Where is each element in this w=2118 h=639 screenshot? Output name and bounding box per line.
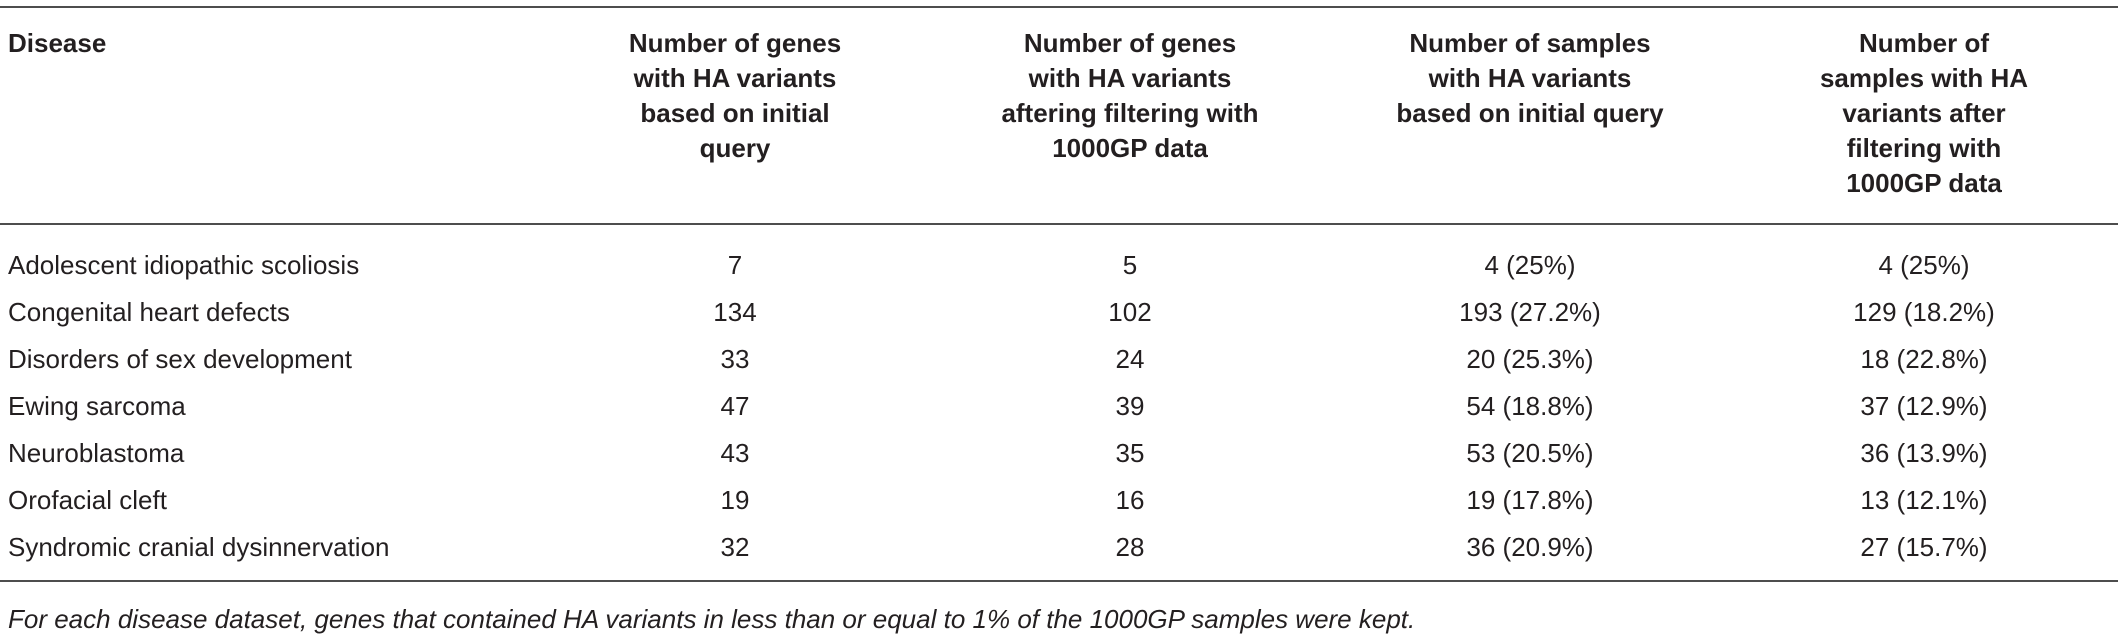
table-row: Adolescent idiopathic scoliosis 7 5 4 (2… — [0, 224, 2118, 288]
cell-samples-filtered: 36 (13.9%) — [1860, 437, 1988, 468]
cell-genes-initial: 7 — [727, 249, 743, 280]
cell-samples-filtered: 18 (22.8%) — [1860, 343, 1988, 374]
table-row: Neuroblastoma 43 35 53 (20.5%) 36 (13.9%… — [0, 429, 2118, 476]
header-genes-filtered-text: Number of genes with HA variants afterin… — [1001, 28, 1259, 163]
cell-genes-initial: 134 — [713, 296, 757, 327]
table-body: Adolescent idiopathic scoliosis 7 5 4 (2… — [0, 224, 2118, 581]
cell-genes-filtered: 5 — [1122, 249, 1138, 280]
cell-genes-initial: 32 — [720, 531, 750, 562]
cell-samples-filtered: 13 (12.1%) — [1860, 484, 1988, 515]
cell-genes-initial: 19 — [720, 484, 750, 515]
cell-disease: Disorders of sex development — [8, 343, 352, 374]
cell-samples-filtered: 37 (12.9%) — [1860, 390, 1988, 421]
cell-samples-initial: 20 (25.3%) — [1466, 343, 1594, 374]
cell-genes-filtered: 16 — [1115, 484, 1145, 515]
cell-samples-initial: 193 (27.2%) — [1459, 296, 1601, 327]
cell-samples-filtered: 129 (18.2%) — [1853, 296, 1995, 327]
cell-genes-initial: 43 — [720, 437, 750, 468]
table-header: Disease Number of genes with HA variants… — [0, 7, 2118, 224]
cell-genes-filtered: 35 — [1115, 437, 1145, 468]
table-row: Disorders of sex development 33 24 20 (2… — [0, 335, 2118, 382]
cell-disease: Syndromic cranial dysinnervation — [8, 531, 390, 562]
cell-disease: Adolescent idiopathic scoliosis — [8, 249, 360, 280]
header-genes-initial: Number of genes with HA variants based o… — [540, 7, 930, 224]
cell-disease: Ewing sarcoma — [8, 390, 186, 421]
table-row: Syndromic cranial dysinnervation 32 28 3… — [0, 523, 2118, 581]
cell-disease: Neuroblastoma — [8, 437, 185, 468]
cell-disease: Orofacial cleft — [8, 484, 167, 515]
cell-genes-initial: 47 — [720, 390, 750, 421]
cell-samples-initial: 4 (25%) — [1484, 249, 1576, 280]
cell-genes-filtered: 39 — [1115, 390, 1145, 421]
table-footnote: For each disease dataset, genes that con… — [8, 604, 1416, 634]
cell-samples-initial: 36 (20.9%) — [1466, 531, 1594, 562]
header-genes-initial-text: Number of genes with HA variants based o… — [628, 28, 842, 163]
cell-genes-filtered: 102 — [1108, 296, 1152, 327]
table-row: Ewing sarcoma 47 39 54 (18.8%) 37 (12.9%… — [0, 382, 2118, 429]
cell-samples-initial: 54 (18.8%) — [1466, 390, 1594, 421]
header-disease: Disease — [8, 28, 107, 58]
header-genes-filtered: Number of genes with HA variants afterin… — [930, 7, 1330, 224]
header-samples-filtered-text: Number of samples with HA variants after… — [1819, 28, 2029, 198]
header-samples-initial-text: Number of samples with HA variants based… — [1396, 28, 1664, 128]
cell-genes-filtered: 24 — [1115, 343, 1145, 374]
table-row: Congenital heart defects 134 102 193 (27… — [0, 288, 2118, 335]
header-row: Disease Number of genes with HA variants… — [0, 7, 2118, 224]
cell-samples-initial: 53 (20.5%) — [1466, 437, 1594, 468]
cell-samples-initial: 19 (17.8%) — [1466, 484, 1594, 515]
table-row: Orofacial cleft 19 16 19 (17.8%) 13 (12.… — [0, 476, 2118, 523]
cell-genes-filtered: 28 — [1115, 531, 1145, 562]
cell-disease: Congenital heart defects — [8, 296, 290, 327]
cell-samples-filtered: 27 (15.7%) — [1860, 531, 1988, 562]
header-samples-initial: Number of samples with HA variants based… — [1330, 7, 1730, 224]
header-samples-filtered: Number of samples with HA variants after… — [1730, 7, 2118, 224]
cell-samples-filtered: 4 (25%) — [1878, 249, 1970, 280]
results-table: Disease Number of genes with HA variants… — [0, 6, 2118, 582]
cell-genes-initial: 33 — [720, 343, 750, 374]
